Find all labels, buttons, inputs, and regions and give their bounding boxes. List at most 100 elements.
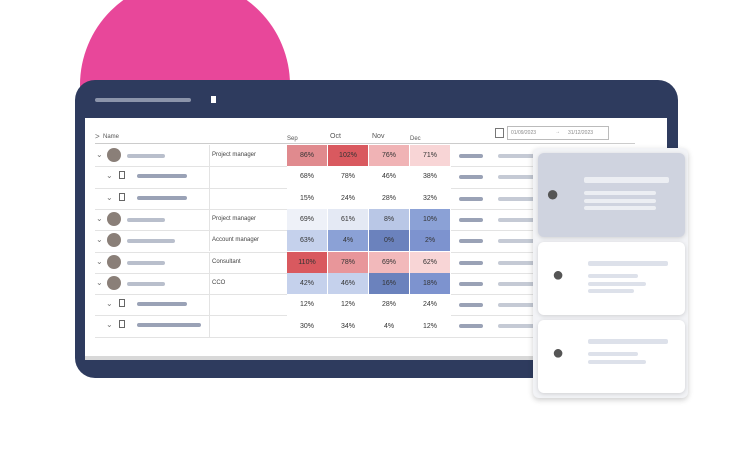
extra-bar — [498, 175, 538, 180]
card-add[interactable]: ● — [538, 320, 685, 393]
heat-cell: 18% — [410, 272, 451, 295]
expand-toggle[interactable]: ⌄ — [106, 171, 113, 181]
heat-cell: 24% — [410, 294, 451, 316]
card-line — [588, 289, 634, 293]
name-bar — [127, 239, 175, 244]
task-bar — [137, 195, 187, 200]
expand-header[interactable]: > — [95, 132, 100, 141]
expand-toggle[interactable]: ⌄ — [96, 256, 103, 266]
heat-cell: 78% — [328, 166, 369, 188]
extra-bar — [498, 260, 538, 265]
heat-cell: 102% — [328, 145, 369, 167]
card-remove[interactable]: ● — [538, 153, 685, 237]
heat-cell: 69% — [287, 208, 328, 231]
heat-cell: 0% — [369, 230, 410, 252]
col-divider — [209, 294, 210, 316]
heat-cell: 32% — [410, 187, 451, 209]
avatar — [107, 211, 121, 226]
heat-cell: 63% — [287, 230, 328, 252]
extra-bar — [459, 217, 483, 222]
month-header: Dec — [410, 136, 421, 142]
card-line — [588, 352, 638, 356]
name-bar — [127, 217, 165, 222]
heat-cell: 34% — [328, 315, 369, 337]
task-icon — [119, 320, 125, 329]
card-line — [588, 261, 668, 266]
card-add[interactable]: ● — [538, 242, 685, 315]
calendar-icon[interactable] — [495, 128, 504, 138]
side-panel: ● ● ● — [533, 148, 688, 398]
extra-bar — [498, 324, 538, 329]
heat-cell: 68% — [287, 166, 328, 188]
name-header: Name — [103, 134, 120, 140]
avatar — [107, 148, 121, 162]
extra-bar — [498, 303, 538, 308]
card-line — [588, 339, 668, 344]
extra-bar — [459, 196, 483, 201]
expand-toggle[interactable]: ⌄ — [96, 235, 103, 245]
role: CCO — [212, 279, 226, 286]
top-bar-pill — [95, 98, 191, 102]
col-divider — [209, 187, 210, 209]
user-add-icon: ● — [552, 264, 565, 286]
col-divider — [209, 166, 210, 188]
task-bar — [137, 323, 201, 328]
extra-bar — [459, 281, 483, 286]
month-header: Oct — [330, 133, 341, 140]
heat-cell: 28% — [369, 187, 410, 209]
row-line — [95, 336, 635, 338]
heat-cell: 16% — [369, 272, 410, 295]
extra-bar — [459, 324, 483, 329]
heat-cell: 62% — [410, 251, 451, 273]
expand-toggle[interactable]: ⌄ — [106, 192, 113, 202]
role: Account manager — [212, 237, 260, 244]
date-start: 01/09/2023 — [511, 130, 537, 136]
heat-cell: 12% — [287, 294, 328, 316]
role: Project manager — [212, 152, 257, 158]
heat-cell: 46% — [369, 166, 410, 188]
month-header: Sep — [287, 136, 298, 142]
name-bar — [127, 281, 165, 286]
name-bar — [127, 260, 165, 265]
heat-cell: 10% — [410, 208, 451, 231]
col-divider — [209, 251, 210, 273]
heat-cell: 86% — [287, 145, 328, 167]
expand-toggle[interactable]: ⌄ — [96, 277, 103, 287]
expand-toggle[interactable]: ⌄ — [96, 213, 103, 223]
heat-cell: 30% — [287, 315, 328, 337]
card-line — [588, 282, 646, 286]
name-bar — [127, 154, 165, 158]
extra-bar — [459, 239, 483, 244]
avatar — [107, 275, 121, 290]
heat-cell: 15% — [287, 187, 328, 209]
col-divider — [209, 230, 210, 252]
expand-toggle[interactable]: ⌄ — [106, 320, 113, 330]
card-line — [584, 206, 656, 210]
card-line — [584, 199, 656, 203]
col-divider — [209, 315, 210, 337]
heat-cell: 110% — [287, 251, 328, 273]
expand-toggle[interactable]: ⌄ — [106, 299, 113, 309]
date-range[interactable]: 01/09/2023 → 31/12/2023 — [507, 126, 609, 140]
heat-cell: 38% — [410, 166, 451, 188]
heat-cell: 4% — [328, 230, 369, 252]
extra-bar — [459, 175, 483, 180]
extra-bar — [498, 239, 538, 244]
extra-bar — [498, 281, 538, 286]
bookmark-icon[interactable] — [211, 96, 216, 103]
heat-cell: 8% — [369, 208, 410, 231]
extra-bar — [459, 154, 483, 158]
expand-toggle[interactable]: ⌄ — [96, 150, 103, 159]
role: Consultant — [212, 258, 241, 265]
heat-cell: 12% — [410, 315, 451, 337]
task-icon — [119, 299, 125, 308]
col-divider — [209, 208, 210, 231]
card-line — [588, 360, 646, 364]
heat-cell: 46% — [328, 272, 369, 295]
heat-cell: 69% — [369, 251, 410, 273]
extra-bar — [498, 217, 538, 222]
heat-cell: 71% — [410, 145, 451, 167]
month-header: Nov — [372, 133, 385, 140]
heat-cell: 76% — [369, 145, 410, 167]
